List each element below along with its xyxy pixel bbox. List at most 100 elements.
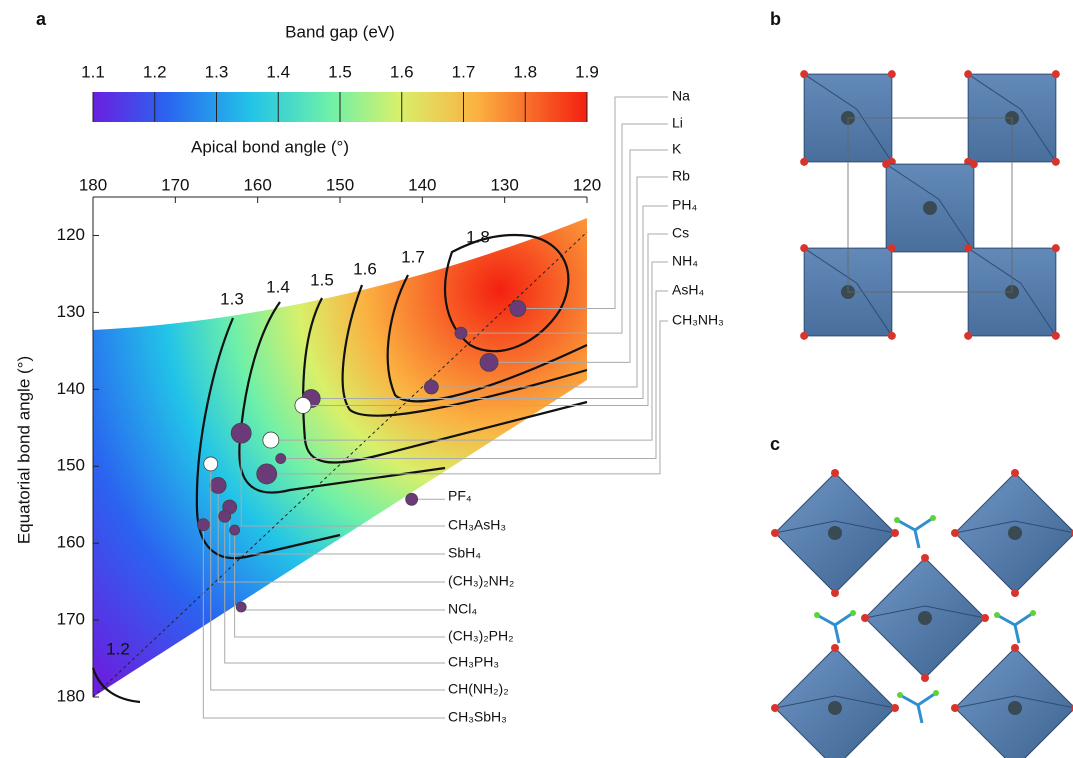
octahedron-part: [800, 244, 809, 253]
point: [230, 422, 252, 444]
octahedron-part: [831, 469, 839, 477]
octahedron-part: [1008, 701, 1022, 715]
octahedron-part: [923, 201, 937, 215]
leader-line: [461, 123, 668, 334]
leader-line: [240, 433, 445, 527]
x-tick-label: 160: [243, 175, 271, 194]
y-tick-label: 180: [57, 686, 85, 705]
contour-line: [341, 284, 588, 417]
leader-line: [240, 607, 445, 611]
point: [423, 379, 439, 395]
contour-line: [91, 667, 141, 704]
point-label: CH₃SbH₃: [448, 709, 507, 725]
colorbar-tick-label: 1.6: [390, 62, 414, 81]
panel-label: c: [770, 434, 780, 454]
molecule: [816, 611, 854, 644]
leader-line: [431, 176, 668, 388]
point-label: CH₃AsH₃: [448, 517, 506, 533]
molecule: [996, 611, 1034, 644]
octahedron-part: [1051, 70, 1060, 79]
octahedron-part: [964, 331, 973, 340]
colorbar-tick-label: 1.8: [513, 62, 537, 81]
octahedron-part: [771, 529, 779, 537]
y-tick-label: 120: [57, 225, 85, 244]
octahedron-part: [861, 614, 869, 622]
octahedron-part: [954, 695, 1073, 709]
octahedron-part: [951, 704, 959, 712]
molecule-atom: [930, 515, 936, 521]
octahedron-part: [921, 674, 929, 682]
contour-label: 1.3: [220, 289, 244, 308]
point: [235, 601, 247, 613]
colorbar-tick-label: 1.9: [575, 62, 599, 81]
point-label: Rb: [672, 168, 690, 184]
octahedron-part: [954, 520, 1073, 534]
molecule-atom: [994, 612, 1000, 618]
octahedron-part: [885, 163, 975, 253]
panel-label: a: [36, 9, 47, 29]
colorbar-tick-label: 1.7: [452, 62, 476, 81]
x-tick-label: 120: [573, 175, 601, 194]
point-label: CH(NH₂)₂: [448, 681, 509, 697]
y-tick-label: 160: [57, 533, 85, 552]
x-tick-label: 170: [161, 175, 189, 194]
contour-line: [195, 317, 341, 560]
colorbar-tick-label: 1.1: [81, 62, 105, 81]
point: [294, 397, 312, 414]
contour-label: 1.2: [106, 639, 130, 658]
contour-label: 1.4: [266, 277, 290, 296]
x-tick-label: 140: [408, 175, 436, 194]
leader-line: [266, 320, 668, 475]
octahedron-part: [800, 70, 809, 79]
octahedron: [771, 644, 899, 758]
colorbar-tick-label: 1.5: [328, 62, 352, 81]
octahedron-part: [887, 244, 896, 253]
point-label: (CH₃)₂NH₂: [448, 573, 514, 589]
point-label: CH₃NH₃: [672, 312, 724, 328]
x-axis-label: Apical bond angle (°): [191, 137, 349, 156]
y-tick-label: 130: [57, 302, 85, 321]
point: [479, 352, 499, 372]
leader-line: [489, 149, 668, 363]
point-label: K: [672, 141, 682, 157]
octahedron-part: [774, 695, 896, 709]
contour-line: [386, 274, 588, 403]
y-tick-label: 140: [57, 379, 85, 398]
octahedron-part: [1011, 644, 1019, 652]
molecule-atom: [814, 612, 820, 618]
colorbar-title: Band gap (eV): [285, 22, 395, 41]
leader-line: [224, 516, 445, 664]
point-label: PH₄: [672, 197, 697, 213]
y-tick-label: 150: [57, 456, 85, 475]
leader-line: [202, 524, 445, 719]
octahedron-part: [882, 160, 891, 169]
x-tick-label: 150: [326, 175, 354, 194]
point: [196, 518, 210, 532]
octahedron-part: [774, 520, 896, 534]
contour-line: [443, 233, 570, 353]
point-label: CH₃PH₃: [448, 654, 499, 670]
point-label: SbH₄: [448, 545, 481, 561]
point: [262, 431, 280, 449]
band-gap-field: [93, 218, 587, 697]
point: [509, 300, 527, 317]
leader-line: [302, 233, 668, 406]
molecule: [899, 691, 937, 724]
octahedron-part: [831, 589, 839, 597]
point-label: NCl₄: [448, 601, 477, 617]
panel-label: b: [770, 9, 781, 29]
leader-line: [217, 485, 445, 583]
molecule: [896, 516, 934, 549]
octahedron-part: [887, 331, 896, 340]
point: [454, 326, 468, 340]
point-label: Cs: [672, 225, 689, 241]
octahedron-part: [800, 331, 809, 340]
octahedron-part: [891, 529, 899, 537]
point-label: AsH₄: [672, 282, 704, 298]
octahedron-part: [803, 73, 893, 163]
octahedron-part: [1011, 469, 1019, 477]
leader-line: [280, 290, 668, 460]
octahedron-part: [967, 73, 1057, 163]
octahedron-part: [1051, 244, 1060, 253]
octahedron-part: [921, 554, 929, 562]
